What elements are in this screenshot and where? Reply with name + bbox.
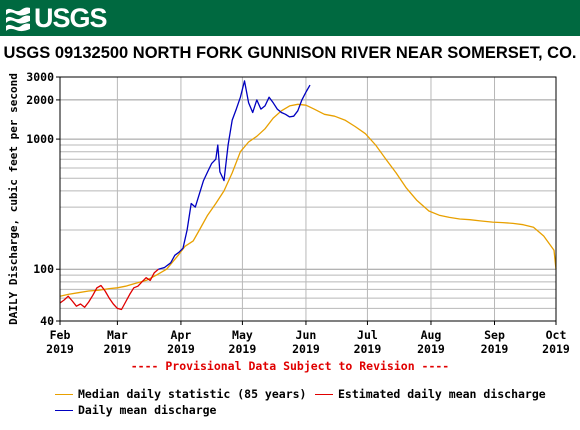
usgs-logo[interactable]: USGS <box>4 2 108 34</box>
x-tick-label-year: 2019 <box>354 342 382 356</box>
x-tick-label-year: 2019 <box>104 342 132 356</box>
x-tick-label-month: Jun <box>296 328 317 342</box>
x-tick-label-month: Mar <box>107 328 128 342</box>
usgs-banner: USGS <box>0 0 580 36</box>
legend-median-swatch <box>55 393 73 395</box>
legend-median-label: Median daily statistic (85 years) <box>78 387 307 401</box>
legend-estimated: Estimated daily mean discharge <box>315 387 546 401</box>
x-tick-label-month: Jul <box>357 328 378 342</box>
x-tick-label-year: 2019 <box>229 342 257 356</box>
y-tick-label: 3000 <box>26 70 54 84</box>
x-tick-label-month: Oct <box>546 328 567 342</box>
y-tick-label: 40 <box>40 314 54 328</box>
x-tick-label-year: 2019 <box>292 342 320 356</box>
x-tick-label-year: 2019 <box>417 342 445 356</box>
chart-series <box>59 80 557 311</box>
provisional-note: ---- Provisional Data Subject to Revisio… <box>130 359 450 373</box>
x-tick-labels: Feb2019Mar2019Apr2019May2019Jun2019Jul20… <box>46 321 570 356</box>
series-estimated-line <box>59 268 159 311</box>
x-tick-label-year: 2019 <box>46 342 74 356</box>
legend-daily-mean-swatch <box>55 409 73 411</box>
logo-text: USGS <box>34 3 108 33</box>
legend-daily-mean-label: Daily mean discharge <box>78 403 217 417</box>
legend-median: Median daily statistic (85 years) <box>55 387 306 401</box>
x-tick-label-year: 2019 <box>542 342 570 356</box>
y-tick-labels: 40 100 1000 2000 3000 <box>26 70 60 328</box>
legend-estimated-label: Estimated daily mean discharge <box>338 387 546 401</box>
usgs-wave-icon <box>6 7 30 32</box>
legend-daily-mean: Daily mean discharge <box>55 403 216 417</box>
chart-grid <box>59 76 557 322</box>
legend-estimated-swatch <box>315 393 333 395</box>
x-tick-label-month: Sep <box>484 328 505 342</box>
plot-frame <box>59 76 557 322</box>
x-tick-label-year: 2019 <box>481 342 509 356</box>
x-tick-label-month: Feb <box>50 328 71 342</box>
chart-title: USGS 09132500 NORTH FORK GUNNISON RIVER … <box>3 44 577 62</box>
y-tick-label: 100 <box>33 262 54 276</box>
y-tick-label: 1000 <box>26 132 54 146</box>
y-tick-label: 2000 <box>26 93 54 107</box>
x-tick-label-year: 2019 <box>167 342 195 356</box>
x-tick-label-month: Apr <box>171 328 192 342</box>
y-axis-label: DAILY Discharge, cubic feet per second <box>7 73 20 325</box>
series-median-line <box>59 103 557 297</box>
series-daily-mean-line <box>158 80 311 270</box>
x-tick-label-month: Aug <box>421 328 442 342</box>
x-tick-label-month: May <box>232 328 253 342</box>
